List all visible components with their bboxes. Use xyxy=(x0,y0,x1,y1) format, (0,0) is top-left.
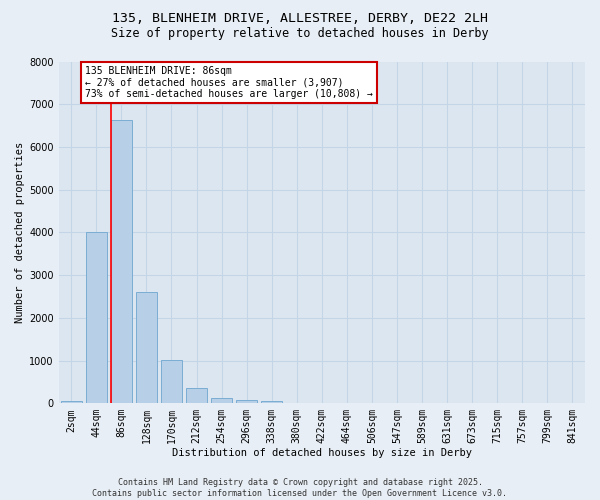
Bar xyxy=(110,120,132,403)
Text: 135 BLENHEIM DRIVE: 86sqm
← 27% of detached houses are smaller (3,907)
73% of se: 135 BLENHEIM DRIVE: 86sqm ← 27% of detac… xyxy=(85,66,373,99)
Y-axis label: Number of detached properties: Number of detached properties xyxy=(15,142,25,323)
Bar xyxy=(136,292,157,403)
Text: Size of property relative to detached houses in Derby: Size of property relative to detached ho… xyxy=(111,28,489,40)
Bar xyxy=(186,388,207,403)
Bar xyxy=(86,232,107,403)
Bar xyxy=(236,400,257,403)
Bar xyxy=(261,401,283,403)
Text: 135, BLENHEIM DRIVE, ALLESTREE, DERBY, DE22 2LH: 135, BLENHEIM DRIVE, ALLESTREE, DERBY, D… xyxy=(112,12,488,26)
Bar xyxy=(61,401,82,403)
Bar xyxy=(161,360,182,403)
Bar xyxy=(211,398,232,403)
X-axis label: Distribution of detached houses by size in Derby: Distribution of detached houses by size … xyxy=(172,448,472,458)
Text: Contains HM Land Registry data © Crown copyright and database right 2025.
Contai: Contains HM Land Registry data © Crown c… xyxy=(92,478,508,498)
